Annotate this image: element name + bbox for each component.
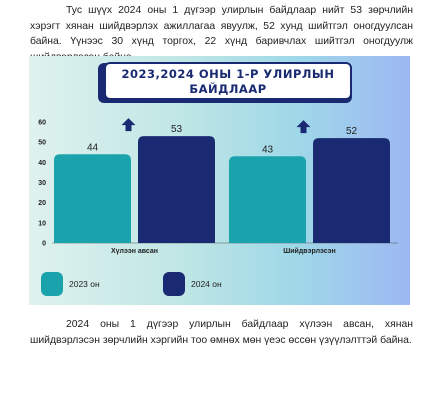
legend-label-2024: 2024 он bbox=[191, 279, 222, 289]
category-label-0: Хүлээн авсан bbox=[111, 248, 158, 255]
y-tick-label-60: 60 bbox=[38, 120, 46, 127]
data-label-2023-1: 43 bbox=[262, 144, 274, 155]
data-label-2024-0: 53 bbox=[171, 124, 183, 135]
up-arrow-icon bbox=[296, 120, 311, 134]
data-label-2024-1: 52 bbox=[346, 126, 358, 137]
legend-swatch-2024 bbox=[163, 272, 185, 296]
y-tick-label-10: 10 bbox=[38, 220, 46, 227]
y-tick-label-40: 40 bbox=[38, 160, 46, 167]
chart-title-line-2: БАЙДЛААР bbox=[189, 82, 267, 96]
bar-2024-1 bbox=[313, 138, 390, 243]
data-label-2023-0: 44 bbox=[87, 142, 99, 153]
bar-2023-1 bbox=[229, 156, 306, 243]
up-arrow-icon bbox=[121, 118, 136, 132]
chart-title-line-1: 2023,2024 ОНЫ 1-Р УЛИРЛЫН bbox=[121, 67, 335, 81]
y-tick-label-50: 50 bbox=[38, 140, 46, 147]
y-tick-label-30: 30 bbox=[38, 180, 46, 187]
conclusion-paragraph: 2024 оны 1 дүгээр улирлын байдлаар хүлээ… bbox=[30, 319, 413, 346]
bar-2023-0 bbox=[54, 154, 131, 243]
legend-swatch-2023 bbox=[41, 272, 63, 296]
category-label-1: Шийдвэрлэсэн bbox=[283, 247, 336, 255]
legend-label-2023: 2023 он bbox=[69, 279, 100, 289]
y-tick-label-20: 20 bbox=[38, 200, 46, 207]
chart-title: 2023,2024 ОНЫ 1-Р УЛИРЛЫН БАЙДЛААР bbox=[104, 62, 352, 100]
y-tick-label-0: 0 bbox=[42, 241, 46, 248]
bar-2024-0 bbox=[138, 136, 215, 243]
